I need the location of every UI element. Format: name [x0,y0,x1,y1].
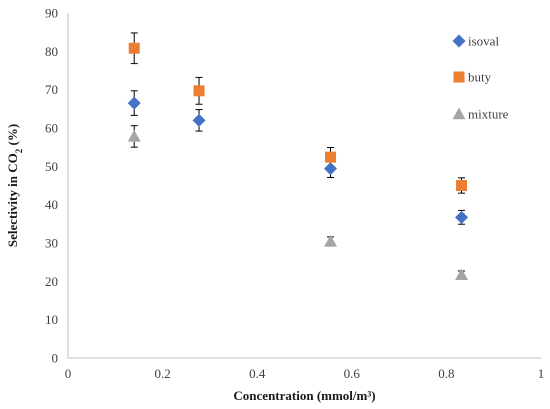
legend: isoval buty mixture [452,34,509,122]
x-tick-label: 0.4 [249,366,266,381]
y-tick-label: 50 [45,159,58,174]
y-tick-label: 80 [45,44,58,59]
x-tick-label: 0.2 [154,366,170,381]
data-point-buty [128,42,140,54]
y-tick-label: 90 [45,6,58,21]
x-tick-label: 0.8 [438,366,454,381]
y-tick-label: 40 [45,197,58,212]
legend-marker-mixture [452,107,466,120]
data-point-mixture [324,234,338,247]
data-point-isoval [127,96,141,110]
y-tick-label: 20 [45,274,58,289]
legend-marker-buty [453,71,465,83]
x-tick-label: 0.6 [344,366,361,381]
data-point-isoval [192,113,206,127]
x-tick-label: 1 [538,366,545,381]
y-axis-title: Selectivity in CO2 (%) [5,124,24,247]
data-markers [127,42,469,281]
legend-label-isoval: isoval [468,34,499,49]
data-point-buty [193,85,205,97]
legend-label-buty: buty [468,70,492,85]
x-tick-label: 0 [65,366,72,381]
legend-label-mixture: mixture [468,107,509,122]
error-bars [130,32,466,280]
data-point-buty [456,180,468,191]
x-axis-title: Concentration (mmol/m³) [233,388,375,403]
y-tick-label: 60 [45,121,58,136]
data-point-mixture [455,268,469,281]
axes [67,13,541,359]
y-tick-label: 70 [45,82,58,97]
y-tick-label: 0 [52,351,59,366]
y-tick-label: 10 [45,312,58,327]
y-tick-label: 30 [45,236,58,251]
data-point-buty [325,151,337,163]
data-point-mixture [127,129,141,142]
legend-marker-isoval [452,34,466,48]
data-point-isoval [455,210,469,224]
data-point-isoval [324,162,338,176]
